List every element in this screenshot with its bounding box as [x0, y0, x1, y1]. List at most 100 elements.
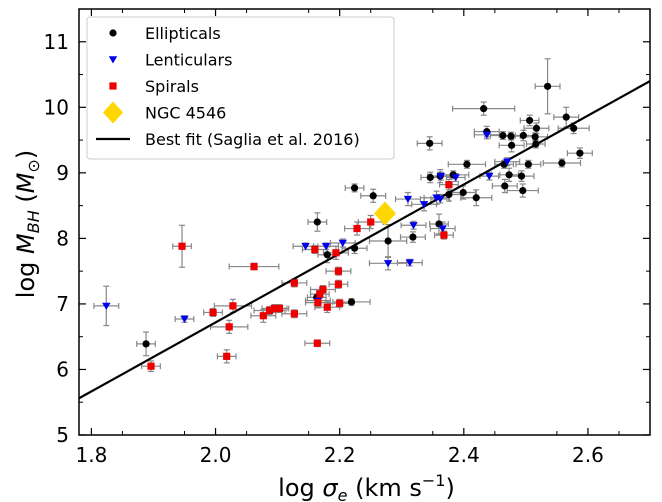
- spiral-point: [332, 249, 340, 257]
- spiral-point: [265, 306, 274, 315]
- legend-ellipticals-marker: [109, 29, 117, 37]
- elliptical-point: [570, 124, 578, 132]
- y-tick-label: 7: [56, 292, 69, 316]
- error-bar: [499, 167, 520, 182]
- lenticular-point: [102, 302, 111, 310]
- lenticular-point: [436, 172, 446, 181]
- elliptical-point: [507, 141, 516, 149]
- lenticular-point: [338, 239, 347, 247]
- elliptical-point: [472, 194, 480, 202]
- elliptical-point: [463, 160, 471, 168]
- ticks-layer: 1.8 2.0 2.2 2.4 2.6 5 6 7 8 9 10 11: [44, 9, 650, 467]
- elliptical-point: [558, 159, 566, 167]
- lenticular-point: [403, 195, 413, 204]
- legend-spirals-label: Spirals: [145, 77, 199, 96]
- spiral-point: [259, 312, 267, 320]
- elliptical-point: [347, 298, 356, 306]
- elliptical-point: [499, 131, 507, 140]
- x-tick-label: 1.8: [76, 443, 108, 467]
- spiral-point: [311, 245, 319, 254]
- elliptical-point: [562, 113, 570, 121]
- elliptical-point: [426, 139, 434, 147]
- x-tick-label: 2.4: [448, 443, 480, 467]
- legend-ellipticals-label: Ellipticals: [145, 24, 221, 43]
- y-tick-label: 5: [56, 423, 69, 447]
- lenticular-point: [180, 315, 189, 323]
- lenticular-point: [485, 172, 494, 181]
- spiral-point: [229, 302, 237, 310]
- elliptical-point: [313, 218, 321, 226]
- lenticular-point: [409, 222, 418, 230]
- elliptical-point: [369, 192, 377, 200]
- legend: Ellipticals Lenticulars Spirals NGC 4546 Bes…: [86, 16, 395, 160]
- spiral-point: [270, 304, 279, 313]
- elliptical-point: [409, 233, 417, 241]
- lenticular-point: [405, 259, 415, 267]
- spiral-point: [316, 290, 324, 298]
- elliptical-point: [350, 244, 359, 252]
- error-bar: [344, 221, 371, 236]
- fit-line-layer: [79, 80, 650, 400]
- spiral-point: [445, 181, 453, 189]
- elliptical-point: [507, 132, 515, 140]
- spiral-point: [147, 362, 155, 370]
- lenticular-point: [301, 243, 310, 251]
- y-tick-label: 10: [44, 95, 69, 119]
- elliptical-point: [519, 131, 527, 140]
- legend-spirals-marker: [109, 82, 117, 90]
- spiral-point: [314, 299, 322, 307]
- elliptical-point: [459, 188, 467, 197]
- elliptical-point: [501, 182, 509, 190]
- spiral-point: [319, 285, 327, 294]
- x-tick-label: 2.6: [572, 443, 604, 467]
- elliptical-point: [519, 186, 527, 195]
- x-tick-label: 2.2: [324, 443, 356, 467]
- legend-lenticulars-marker: [108, 56, 118, 64]
- elliptical-point: [525, 116, 534, 125]
- spiral-point: [225, 323, 233, 331]
- elliptical-point: [543, 82, 552, 90]
- y-tick-label: 6: [56, 357, 69, 381]
- spiral-point: [334, 280, 343, 288]
- spiral-point: [313, 339, 321, 347]
- highlight-layer: [373, 201, 396, 226]
- lenticular-point: [321, 243, 331, 251]
- elliptical-point: [576, 149, 584, 157]
- y-tick-label: 9: [56, 161, 69, 185]
- elliptical-point: [480, 105, 488, 113]
- spiral-point: [367, 218, 375, 226]
- spiral-point: [250, 262, 258, 271]
- ngc4546-marker: [373, 201, 396, 226]
- spiral-point: [334, 267, 343, 275]
- legend-box: [86, 16, 395, 160]
- lenticular-point: [436, 195, 445, 204]
- points-layer: [102, 82, 584, 370]
- best-fit-line: [79, 80, 650, 400]
- lenticular-point: [482, 131, 491, 139]
- elliptical-point: [426, 173, 434, 182]
- elliptical-point: [445, 190, 453, 199]
- lenticular-point: [438, 225, 447, 233]
- lenticular-point: [383, 260, 393, 268]
- spiral-point: [323, 303, 331, 311]
- elliptical-point: [532, 124, 541, 132]
- y-axis-label: log MBH (M⊙): [12, 150, 43, 298]
- x-tick-label: 2.0: [200, 443, 232, 467]
- spiral-point: [223, 352, 231, 360]
- elliptical-point: [517, 172, 526, 180]
- legend-lenticulars-label: Lenticulars: [145, 51, 232, 70]
- lenticular-point: [503, 158, 512, 166]
- lenticular-point: [419, 201, 429, 209]
- spiral-point: [275, 304, 284, 313]
- elliptical-point: [323, 251, 331, 259]
- elliptical-point: [384, 237, 392, 245]
- elliptical-point: [531, 133, 539, 141]
- elliptical-point: [524, 160, 532, 168]
- spiral-point: [336, 299, 344, 307]
- spiral-point: [290, 279, 298, 287]
- elliptical-point: [505, 171, 513, 179]
- spiral-point: [178, 242, 186, 250]
- elliptical-point: [142, 340, 150, 348]
- elliptical-point: [350, 184, 359, 192]
- spiral-point: [290, 310, 298, 318]
